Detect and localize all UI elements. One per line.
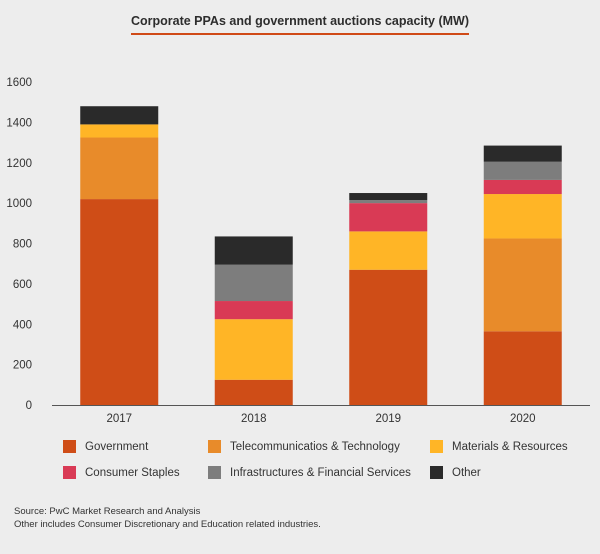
legend-item-materials: Materials & Resources — [430, 440, 580, 453]
bar-segment — [349, 200, 428, 204]
legend-label: Other — [452, 466, 481, 479]
legend-label: Materials & Resources — [452, 440, 568, 453]
y-tick-label: 0 — [26, 400, 32, 412]
footnote-note: Other includes Consumer Discretionary an… — [14, 519, 321, 530]
bar-segment — [483, 161, 562, 180]
bar-segment — [349, 269, 428, 405]
legend-label: Telecommunicatios & Technology — [230, 440, 400, 453]
bar-segment — [349, 231, 428, 270]
x-tick-label: 2017 — [106, 413, 132, 425]
legend-swatch — [430, 466, 443, 479]
x-tick-label: 2019 — [375, 413, 401, 425]
legend-swatch — [208, 466, 221, 479]
legend-item-consumer-staples: Consumer Staples — [63, 466, 208, 479]
legend-swatch — [63, 466, 76, 479]
legend-item-infrastructures: Infrastructures & Financial Services — [208, 466, 430, 479]
bar-segment — [349, 193, 428, 201]
chart-legend: Government Telecommunicatios & Technolog… — [63, 440, 583, 479]
footnote-source: Source: PwC Market Research and Analysis — [14, 506, 201, 517]
bar-segment — [214, 319, 293, 380]
bar-segment — [483, 194, 562, 239]
y-tick-label: 1600 — [6, 77, 32, 89]
legend-item-government: Government — [63, 440, 208, 453]
chart-title-text: Corporate PPAs and government auctions c… — [130, 14, 470, 35]
footnote: Source: PwC Market Research and Analysis… — [14, 505, 321, 531]
bar-segment — [80, 137, 159, 200]
bar-segment — [80, 124, 159, 138]
bar-segment — [214, 301, 293, 320]
stacked-bar-chart: 0 200 400 600 800 1000 1200 1400 1600 2017 2018 201… — [6, 77, 590, 425]
bar-segment — [80, 199, 159, 405]
y-tick-label: 800 — [13, 239, 32, 251]
legend-swatch — [63, 440, 76, 453]
legend-swatch — [430, 440, 443, 453]
bar-segment — [483, 145, 562, 162]
chart-title: Corporate PPAs and government auctions c… — [0, 14, 600, 35]
legend-label: Infrastructures & Financial Services — [230, 466, 411, 479]
legend-label: Consumer Staples — [85, 466, 180, 479]
y-tick-label: 1400 — [6, 117, 32, 129]
bar-segment — [80, 106, 159, 125]
bar-segment — [483, 179, 562, 195]
legend-item-telecommunications: Telecommunicatios & Technology — [208, 440, 430, 453]
x-tick-label: 2020 — [510, 413, 536, 425]
legend-label: Government — [85, 440, 149, 453]
y-tick-label: 1200 — [6, 158, 32, 170]
bar-segment — [214, 379, 293, 405]
bar-segment — [214, 236, 293, 265]
bar-segment — [483, 238, 562, 332]
x-tick-label: 2018 — [241, 413, 267, 425]
legend-swatch — [208, 440, 221, 453]
legend-item-other: Other — [430, 466, 580, 479]
y-tick-label: 1000 — [6, 198, 32, 210]
y-tick-label: 400 — [13, 319, 32, 331]
bar-segment — [349, 203, 428, 232]
y-tick-label: 200 — [13, 360, 32, 372]
bar-segment — [483, 331, 562, 405]
y-tick-label: 600 — [13, 279, 32, 291]
bar-segment — [214, 264, 293, 302]
